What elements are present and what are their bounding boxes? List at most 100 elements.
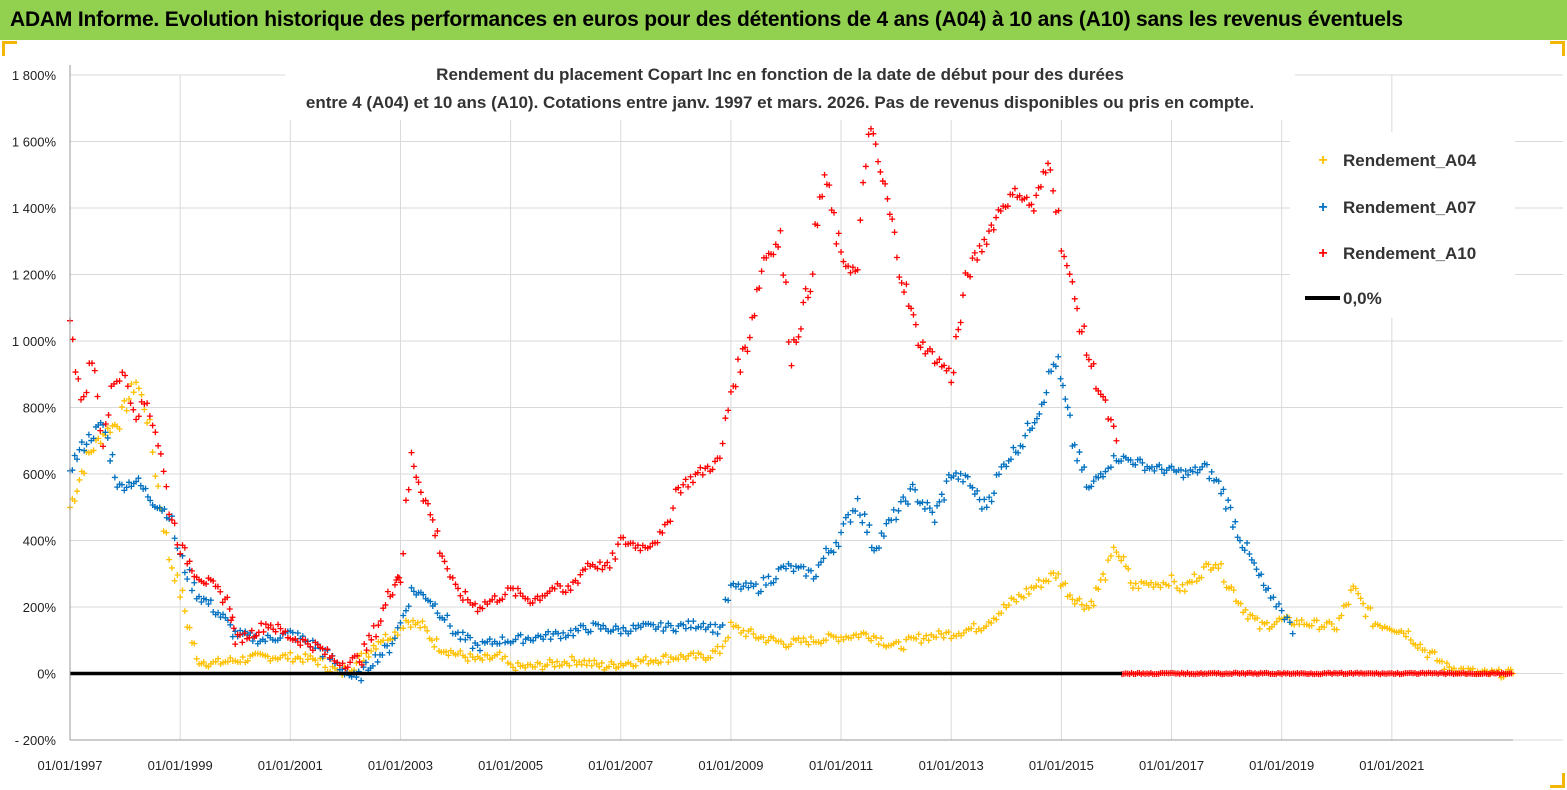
data-point (1110, 544, 1117, 551)
data-point (913, 635, 920, 642)
data-point (1031, 419, 1038, 426)
data-point (862, 163, 869, 170)
data-point (719, 440, 726, 447)
data-point (990, 226, 997, 233)
data-point (893, 516, 900, 523)
data-point (1256, 625, 1263, 632)
data-point (382, 601, 389, 608)
data-point (1127, 579, 1134, 586)
data-point (586, 657, 593, 664)
data-point (155, 442, 162, 449)
data-point (752, 581, 759, 588)
data-point (75, 375, 82, 382)
data-point (123, 484, 130, 491)
series-rendement-a07 (67, 353, 1296, 684)
data-point (193, 655, 200, 662)
data-point (845, 511, 852, 518)
data-point (901, 289, 908, 296)
data-point (394, 632, 401, 639)
data-point (847, 269, 854, 276)
data-point (1158, 466, 1165, 473)
data-point (637, 624, 644, 631)
banner: ADAM Informe. Evolution historique des p… (0, 0, 1567, 40)
data-point (945, 629, 952, 636)
data-point (1095, 474, 1102, 481)
data-point (630, 622, 637, 629)
data-point (610, 627, 617, 634)
data-point (1041, 399, 1048, 406)
data-point (1141, 467, 1148, 474)
data-point (1105, 465, 1112, 472)
data-point (610, 661, 617, 668)
data-point (787, 641, 794, 648)
data-point (405, 603, 412, 610)
data-point (1011, 185, 1018, 192)
data-point (402, 497, 409, 504)
data-point (1003, 463, 1010, 470)
data-point (514, 659, 521, 666)
data-point (230, 625, 237, 632)
data-point (873, 634, 880, 641)
data-point (740, 627, 747, 634)
data-point (900, 494, 907, 501)
data-point (1177, 466, 1184, 473)
corner-mark-top-left (2, 41, 17, 56)
data-point (1024, 420, 1031, 427)
data-point (632, 625, 639, 632)
data-point (405, 486, 412, 493)
data-point (840, 520, 847, 527)
data-point (1249, 612, 1256, 619)
data-point (800, 635, 807, 642)
data-point (860, 179, 867, 186)
data-point (680, 621, 687, 628)
data-point (690, 650, 697, 657)
data-point (277, 635, 284, 642)
data-point (854, 266, 861, 273)
data-point (289, 629, 296, 636)
data-point (1228, 584, 1235, 591)
data-point (441, 558, 448, 565)
data-point (926, 505, 933, 512)
data-point (102, 429, 109, 436)
data-point (400, 625, 407, 632)
data-point (612, 555, 619, 562)
data-point (486, 636, 493, 643)
data-point (597, 625, 604, 632)
data-point (1063, 262, 1070, 269)
data-point (941, 497, 948, 504)
data-point (978, 505, 985, 512)
data-point (1182, 468, 1189, 475)
data-point (203, 580, 210, 587)
data-point (1191, 571, 1198, 578)
data-point (957, 319, 964, 326)
data-point (410, 463, 417, 470)
data-point (758, 268, 765, 275)
data-point (807, 288, 814, 295)
data-point (389, 591, 396, 598)
data-point (1067, 592, 1074, 599)
data-point (362, 659, 369, 666)
data-point (69, 336, 76, 343)
data-point (757, 588, 764, 595)
data-point (78, 439, 85, 446)
data-point (324, 646, 331, 653)
data-point (1450, 665, 1457, 672)
data-point (606, 564, 613, 571)
data-point (682, 476, 689, 483)
data-point (941, 362, 948, 369)
data-point (1057, 375, 1064, 382)
data-point (1352, 585, 1359, 592)
data-point (861, 511, 868, 518)
data-point (568, 653, 575, 660)
data-point (452, 581, 459, 588)
series-layer (67, 125, 1516, 684)
data-point (432, 532, 439, 539)
data-point (1171, 578, 1178, 585)
data-point (374, 658, 381, 665)
data-point (1242, 606, 1249, 613)
data-point (707, 654, 714, 661)
data-point (433, 635, 440, 642)
data-point (1308, 622, 1315, 629)
y-tick-label: 1 200% (12, 268, 57, 283)
data-point (157, 450, 164, 457)
